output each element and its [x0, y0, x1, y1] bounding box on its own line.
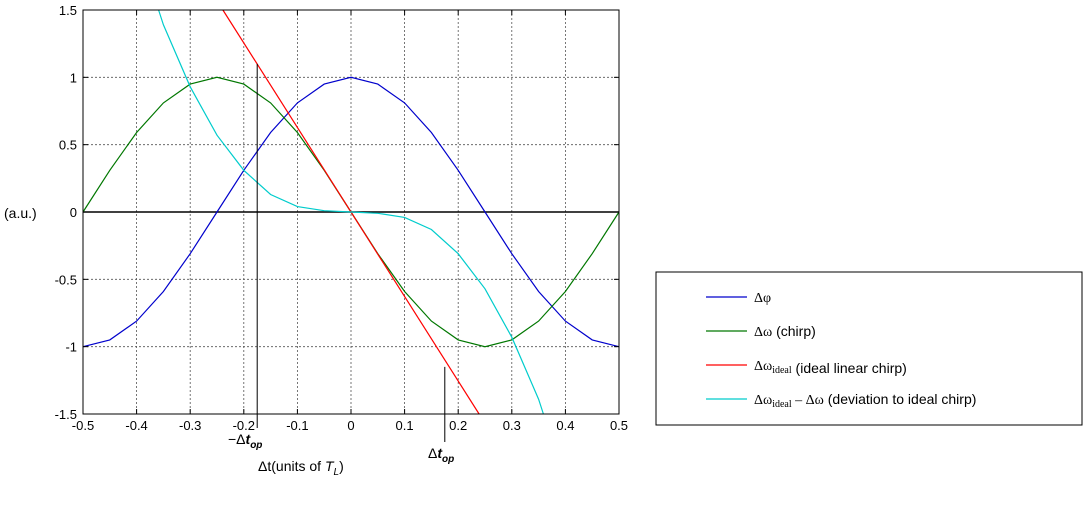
legend-label-domega: Δω (chirp) — [754, 323, 816, 340]
x-tick-label: -0.1 — [286, 418, 308, 433]
legend-symbol: Δω — [754, 393, 772, 408]
legend-symbol: Δω — [754, 325, 772, 340]
x-tick-label: 0.5 — [610, 418, 628, 433]
x-tick-label: -0.3 — [179, 418, 201, 433]
series-line-deviation — [158, 9, 544, 415]
axis-ticks — [82, 9, 620, 415]
x-tick-label: 0.1 — [396, 418, 414, 433]
pos-top-sub: op — [442, 454, 454, 465]
x-tick-label: -0.4 — [125, 418, 147, 433]
x-axis-label: Δt(units of TL) — [258, 458, 344, 478]
legend-symbol-sub: ideal — [772, 365, 792, 376]
neg-top-sub: op — [250, 440, 262, 451]
annotation-pos-top: Δtop — [428, 445, 454, 465]
legend-text: (ideal linear chirp) — [792, 360, 907, 376]
legend-symbol-sub: ideal — [772, 399, 792, 410]
annotation-neg-top: −Δtop — [228, 431, 262, 451]
x-tick-label: 0.3 — [503, 418, 521, 433]
x-tick-label: -0.5 — [72, 418, 94, 433]
neg-top-var: t — [246, 431, 252, 447]
legend-label-deviation: Δωideal – Δω (deviation to ideal chirp) — [754, 391, 976, 410]
legend-symbol: Δω — [754, 359, 772, 374]
tick-labels: -0.5 -0.4 -0.3 -0.2 -0.1 0 0.1 0.2 0.3 0.4 0.5 -1.5… — [55, 3, 628, 433]
y-tick-label: -0.5 — [55, 272, 77, 287]
annotation-markers — [256, 63, 446, 442]
y-tick-label: 0.5 — [59, 138, 77, 153]
x-label-sub: L — [334, 467, 340, 478]
x-label-var: T — [325, 458, 335, 474]
y-tick-label: 1.5 — [59, 3, 77, 18]
series-layer — [82, 9, 620, 415]
x-label-delta: Δt — [258, 458, 271, 474]
legend-text: (chirp) — [772, 323, 816, 339]
y-tick-label: -1 — [65, 340, 77, 355]
x-tick-label: -0.2 — [233, 418, 255, 433]
y-axis-label: (a.u.) — [4, 205, 37, 221]
x-tick-label: 0 — [347, 418, 354, 433]
x-tick-label: 0.2 — [449, 418, 467, 433]
legend-label-dphi: Δφ — [754, 291, 771, 306]
x-label-close: ) — [339, 458, 344, 474]
pos-top-prefix: Δ — [428, 445, 437, 461]
x-tick-label: 0.4 — [556, 418, 574, 433]
y-tick-label: 0 — [70, 205, 77, 220]
x-label-main: (units of — [271, 458, 325, 474]
neg-top-prefix: −Δ — [228, 431, 246, 447]
y-tick-label: 1 — [70, 70, 77, 85]
legend-symbol: Δφ — [754, 291, 771, 306]
series-line-dphi — [82, 76, 620, 348]
legend-text: (deviation to ideal chirp) — [824, 391, 977, 407]
legend-symbol-tail: – Δω — [792, 393, 824, 408]
pos-top-var: t — [437, 445, 443, 461]
y-tick-label: -1.5 — [55, 407, 77, 422]
legend-label-dideal: Δωideal (ideal linear chirp) — [754, 359, 907, 376]
